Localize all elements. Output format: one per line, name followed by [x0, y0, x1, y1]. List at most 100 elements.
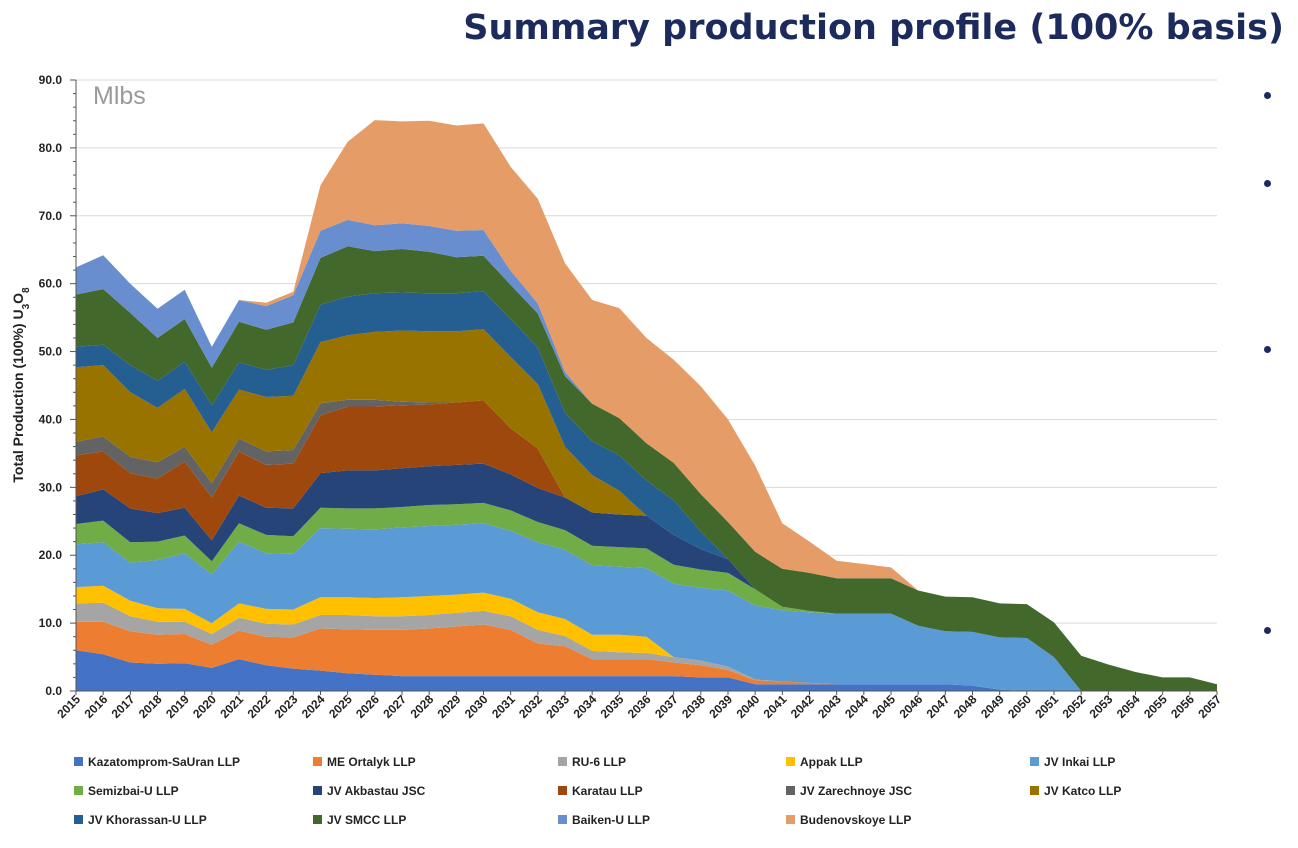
- area-budenovskoye-llp: [76, 120, 1217, 685]
- legend-swatch: [786, 815, 795, 825]
- x-tick-label: 2040: [734, 692, 763, 721]
- legend-item-jv-akbastau-jsc: JV Akbastau JSC: [313, 783, 425, 798]
- area-jv-smcc-llp: [76, 246, 1217, 692]
- x-tick-label: 2038: [679, 692, 708, 721]
- x-tick-label: 2035: [598, 692, 627, 721]
- legend-swatch: [1030, 757, 1039, 767]
- x-tick-label: 2024: [299, 692, 328, 721]
- legend-label: Kazatomprom-SaUran LLP: [88, 754, 241, 769]
- bullet-marker: [1264, 92, 1271, 99]
- x-tick-label: 2026: [353, 692, 382, 721]
- x-tick-label: 2048: [951, 692, 980, 721]
- legend-item-baiken-u-llp: Baiken-U LLP: [558, 812, 650, 827]
- y-tick-label: 60.0: [39, 277, 63, 291]
- x-tick-label: 2043: [815, 692, 844, 721]
- legend-item-me-ortalyk-llp: ME Ortalyk LLP: [313, 754, 416, 769]
- legend-item-jv-katco-llp: JV Katco LLP: [1030, 783, 1121, 798]
- x-tick-label: 2045: [869, 692, 898, 721]
- legend-swatch: [313, 815, 322, 825]
- x-tick-label: 2057: [1195, 692, 1224, 721]
- x-tick-label: 2028: [408, 692, 437, 721]
- x-tick-label: 2019: [163, 692, 192, 721]
- bullet-marker: [1264, 180, 1271, 187]
- legend-swatch: [313, 757, 322, 767]
- legend-item-karatau-llp: Karatau LLP: [558, 783, 643, 798]
- legend-swatch: [74, 786, 83, 796]
- legend-swatch: [74, 757, 83, 767]
- legend-label: ME Ortalyk LLP: [327, 754, 416, 769]
- x-tick-label: 2022: [245, 692, 274, 721]
- x-tick-label: 2016: [82, 692, 111, 721]
- legend-item-jv-khorassan-u-llp: JV Khorassan-U LLP: [74, 812, 207, 827]
- x-tick-label: 2049: [978, 692, 1007, 721]
- x-tick-label: 2029: [435, 692, 464, 721]
- y-tick-label: 80.0: [39, 141, 63, 155]
- legend-swatch: [558, 786, 567, 796]
- legend-item-jv-smcc-llp: JV SMCC LLP: [313, 812, 406, 827]
- legend-label: JV Akbastau JSC: [327, 783, 426, 798]
- y-tick-label: 90.0: [39, 73, 63, 87]
- x-tick-label: 2030: [462, 692, 491, 721]
- x-tick-label: 2032: [516, 692, 545, 721]
- y-tick-label: 30.0: [39, 480, 63, 494]
- unit-label: Mlbs: [93, 82, 146, 110]
- legend-label: JV Zarechnoye JSC: [800, 783, 913, 798]
- legend-swatch: [558, 815, 567, 825]
- y-tick-label: 10.0: [39, 616, 63, 630]
- y-tick-label: 0.0: [45, 684, 62, 698]
- x-tick-label: 2021: [217, 692, 246, 721]
- x-tick-label: 2034: [571, 692, 600, 721]
- area-jv-khorassan-u-llp: [76, 291, 1217, 691]
- x-tick-label: 2036: [625, 692, 654, 721]
- x-tick-label: 2042: [788, 692, 817, 721]
- x-tick-label: 2023: [272, 692, 301, 721]
- legend-item-kazatomprom-sauran-llp: Kazatomprom-SaUran LLP: [74, 754, 240, 769]
- legend-label: Appak LLP: [800, 754, 863, 769]
- x-tick-label: 2037: [652, 692, 681, 721]
- slide-title: Summary production profile (100% basis): [463, 8, 1284, 48]
- legend-label: Karatau LLP: [572, 783, 643, 798]
- legend-item-budenovskoye-llp: Budenovskoye LLP: [786, 812, 911, 827]
- area-ru-6-llp: [76, 602, 1217, 691]
- area-kazatomprom-sauran-llp: [76, 650, 1217, 691]
- x-tick-label: 2047: [924, 692, 953, 721]
- area-me-ortalyk-llp: [76, 621, 1217, 691]
- legend-swatch: [1030, 786, 1039, 796]
- legend-label: RU-6 LLP: [572, 754, 626, 769]
- legend-label: Semizbai-U LLP: [88, 783, 179, 798]
- legend-item-semizbai-u-llp: Semizbai-U LLP: [74, 783, 179, 798]
- x-tick-label: 2056: [1168, 692, 1197, 721]
- x-tick-label: 2052: [1060, 692, 1089, 721]
- area-series-layer: [76, 120, 1217, 692]
- legend-swatch: [313, 786, 322, 796]
- x-tick-label: 2046: [897, 692, 926, 721]
- x-tick-label: 2039: [706, 692, 735, 721]
- x-tick-label: 2017: [109, 692, 138, 721]
- x-tick-label: 2055: [1141, 692, 1170, 721]
- x-tick-label: 2053: [1087, 692, 1116, 721]
- legend-item-jv-zarechnoye-jsc: JV Zarechnoye JSC: [786, 783, 912, 798]
- legend-label: JV Katco LLP: [1044, 783, 1122, 798]
- y-tick-label: 70.0: [39, 209, 63, 223]
- legend-item-ru-6-llp: RU-6 LLP: [558, 754, 626, 769]
- legend-label: Baiken-U LLP: [572, 812, 651, 827]
- x-tick-label: 2054: [1114, 692, 1143, 721]
- x-tick-label: 2031: [489, 692, 518, 721]
- legend-swatch: [786, 786, 795, 796]
- bullet-marker: [1264, 346, 1271, 353]
- x-tick-label: 2044: [842, 692, 871, 721]
- legend-label: JV Inkai LLP: [1044, 754, 1116, 769]
- x-tick-label: 2025: [326, 692, 355, 721]
- legend-label: Budenovskoye LLP: [800, 812, 912, 827]
- y-tick-label: 20.0: [39, 548, 63, 562]
- legend-swatch: [558, 757, 567, 767]
- bullet-marker: [1264, 627, 1271, 634]
- y-tick-label: 40.0: [39, 412, 63, 426]
- legend-swatch: [786, 757, 795, 767]
- x-tick-label: 2018: [136, 692, 165, 721]
- legend-item-jv-inkai-llp: JV Inkai LLP: [1030, 754, 1115, 769]
- x-tick-label: 2033: [543, 692, 572, 721]
- x-tick-label: 2050: [1005, 692, 1034, 721]
- area-jv-inkai-llp: [76, 523, 1217, 691]
